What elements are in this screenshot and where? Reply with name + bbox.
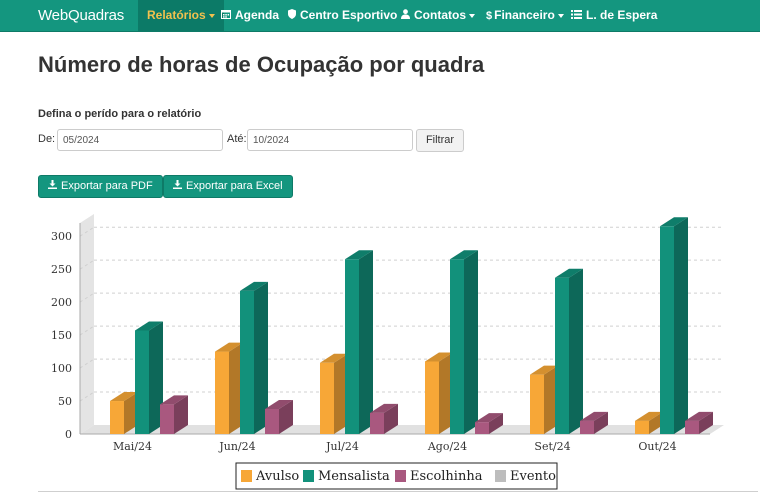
divider	[38, 491, 758, 492]
from-date-input[interactable]	[57, 129, 223, 151]
y-tick-label: 250	[51, 263, 72, 276]
export-pdf-button[interactable]: Exportar para PDF	[38, 175, 163, 198]
bar-avulso	[320, 353, 348, 434]
y-tick-label: 50	[58, 395, 72, 408]
bar-avulso	[530, 365, 558, 434]
legend-swatch	[303, 470, 314, 482]
download-icon	[173, 176, 182, 197]
gridline-side	[79, 325, 95, 336]
nav-centro-esportivo[interactable]: Centro Esportivo	[288, 0, 397, 31]
download-icon	[48, 176, 57, 197]
x-tick-label: Jun/24	[218, 440, 255, 453]
legend-label: Evento	[510, 469, 556, 484]
list-icon	[571, 1, 582, 32]
nav-relatorios[interactable]: Relatórios	[138, 0, 224, 31]
x-tick-label: Set/24	[534, 440, 570, 453]
nav-relatorios-label: Relatórios	[147, 8, 206, 22]
to-label: Até:	[227, 133, 247, 145]
bar-mensalista	[450, 250, 478, 434]
bar-escolhinha	[685, 411, 713, 434]
nav-contatos-label: Contatos	[414, 8, 466, 22]
x-tick-label: Out/24	[638, 440, 676, 453]
chevron-down-icon	[469, 13, 475, 18]
period-label: Defina o perído para o relatório	[38, 108, 202, 120]
gridline-side	[79, 226, 95, 237]
legend-label: Avulso	[255, 469, 299, 484]
nav-centro-esportivo-label: Centro Esportivo	[300, 8, 398, 22]
calendar-icon	[221, 1, 231, 32]
legend-label: Escolhinha	[410, 469, 483, 484]
bar-mensalista	[660, 217, 688, 434]
bar-avulso	[110, 392, 138, 434]
export-pdf-label: Exportar para PDF	[61, 180, 153, 192]
gridline-side	[79, 391, 95, 402]
y-tick-label: 300	[51, 230, 72, 243]
bar-mensalista	[135, 321, 163, 434]
bar-avulso	[425, 352, 453, 434]
y-tick-label: 200	[51, 296, 72, 309]
y-tick-label: 150	[51, 329, 72, 342]
filter-button[interactable]: Filtrar	[416, 129, 464, 152]
nav-agenda[interactable]: Agenda	[221, 0, 279, 31]
nav-agenda-label: Agenda	[235, 8, 280, 22]
navbar: WebQuadras Relatórios Agenda Centro Espo…	[0, 0, 760, 32]
chart-side-wall	[80, 214, 94, 434]
to-date-input[interactable]	[247, 129, 413, 151]
from-label: De:	[38, 133, 56, 145]
occupancy-bar-chart: 0 50 100 150 200 250 300 Mai/24 Jun/24 Jul/24 Ago/…	[51, 214, 724, 490]
export-excel-button[interactable]: Exportar para Excel	[163, 175, 293, 198]
nav-financeiro[interactable]: $ Financeiro	[486, 0, 564, 31]
bar-mensalista	[555, 268, 583, 434]
dollar-icon: $	[486, 10, 493, 22]
chevron-down-icon	[208, 13, 215, 18]
y-tick-label: 0	[65, 428, 72, 441]
nav-contatos[interactable]: Contatos	[401, 0, 475, 31]
bar-avulso	[635, 411, 663, 434]
bar-escolhinha	[370, 403, 398, 434]
legend-swatch	[241, 470, 252, 482]
chevron-down-icon	[557, 13, 564, 18]
page-title: Número de horas de Ocupação por quadra	[38, 52, 485, 77]
gridline-side	[79, 259, 95, 270]
brand-logo[interactable]: WebQuadras	[38, 7, 125, 24]
shield-icon	[288, 1, 296, 32]
gridline-side	[79, 358, 95, 369]
legend-swatch	[495, 470, 506, 482]
bar-mensalista	[345, 250, 373, 434]
nav-lista-espera-label: L. de Espera	[586, 8, 658, 22]
legend-label: Mensalista	[318, 469, 390, 484]
bar-escolhinha	[160, 395, 188, 434]
y-tick-label: 100	[51, 362, 72, 375]
user-icon	[401, 1, 410, 32]
x-tick-label: Mai/24	[113, 440, 152, 453]
bar-escolhinha	[265, 399, 293, 434]
bar-escolhinha	[580, 411, 608, 434]
x-tick-label: Ago/24	[427, 440, 467, 453]
nav-lista-espera[interactable]: L. de Espera	[571, 0, 657, 31]
bar-avulso	[215, 342, 243, 434]
x-tick-label: Jul/24	[325, 440, 359, 453]
nav-financeiro-label: Financeiro	[494, 8, 555, 22]
gridline-side	[79, 292, 95, 303]
bar-mensalista	[240, 281, 268, 434]
export-excel-label: Exportar para Excel	[186, 180, 283, 192]
bar-escolhinha	[475, 413, 503, 434]
legend-swatch	[395, 470, 406, 482]
